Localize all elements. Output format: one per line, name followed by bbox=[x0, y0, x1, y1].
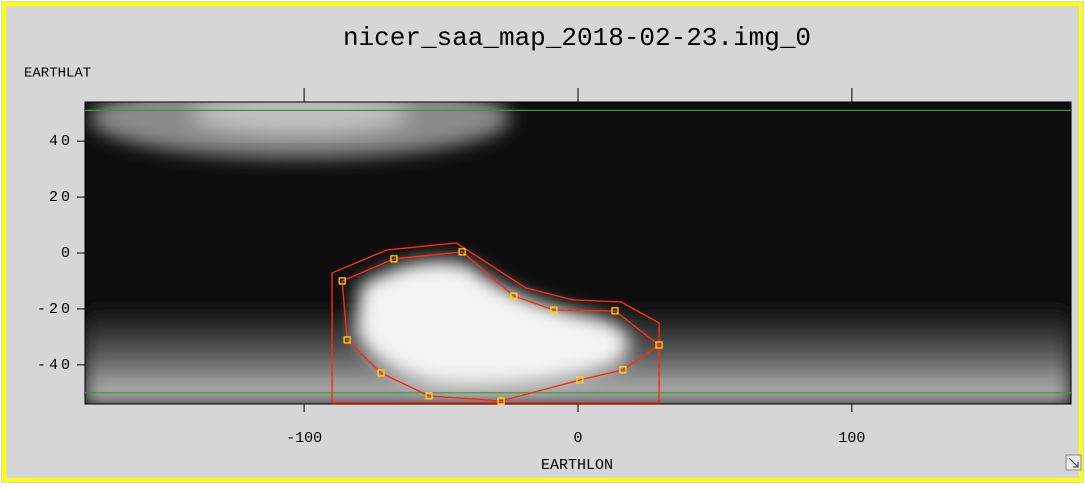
x-tick-label: 0 bbox=[573, 430, 582, 447]
selection-frame bbox=[2, 2, 1083, 482]
region-vertex bbox=[655, 341, 663, 349]
region-vertex bbox=[611, 307, 619, 315]
resize-handle[interactable] bbox=[1065, 454, 1082, 471]
region-vertex bbox=[550, 306, 558, 314]
region-vertex bbox=[497, 397, 505, 405]
region-vertex bbox=[343, 336, 351, 344]
region-vertex bbox=[576, 376, 584, 384]
x-tick-label: 100 bbox=[838, 430, 865, 447]
x-axis-label: EARTHLON bbox=[541, 457, 613, 474]
x-tick-label: -100 bbox=[286, 430, 322, 447]
y-tick-label: 0 bbox=[61, 245, 73, 262]
region bbox=[341, 251, 661, 402]
y-tick-label: 20 bbox=[49, 189, 73, 206]
image bbox=[85, 102, 1071, 404]
region-vertex bbox=[510, 292, 518, 300]
region-vertex bbox=[390, 255, 398, 263]
y-tick-label: 40 bbox=[49, 133, 73, 150]
region-vertex bbox=[377, 369, 385, 377]
y-tick-label: -20 bbox=[37, 301, 73, 318]
chart-title: nicer_saa_map_2018-02-23.img_0 bbox=[343, 23, 811, 53]
region-vertex bbox=[338, 277, 346, 285]
region-vertex bbox=[425, 392, 433, 400]
region-vertex bbox=[619, 366, 627, 374]
region-vertex bbox=[458, 248, 466, 256]
y-tick-label: -40 bbox=[37, 357, 73, 374]
y-axis-label: EARTHLAT bbox=[24, 66, 91, 82]
region bbox=[331, 242, 660, 404]
